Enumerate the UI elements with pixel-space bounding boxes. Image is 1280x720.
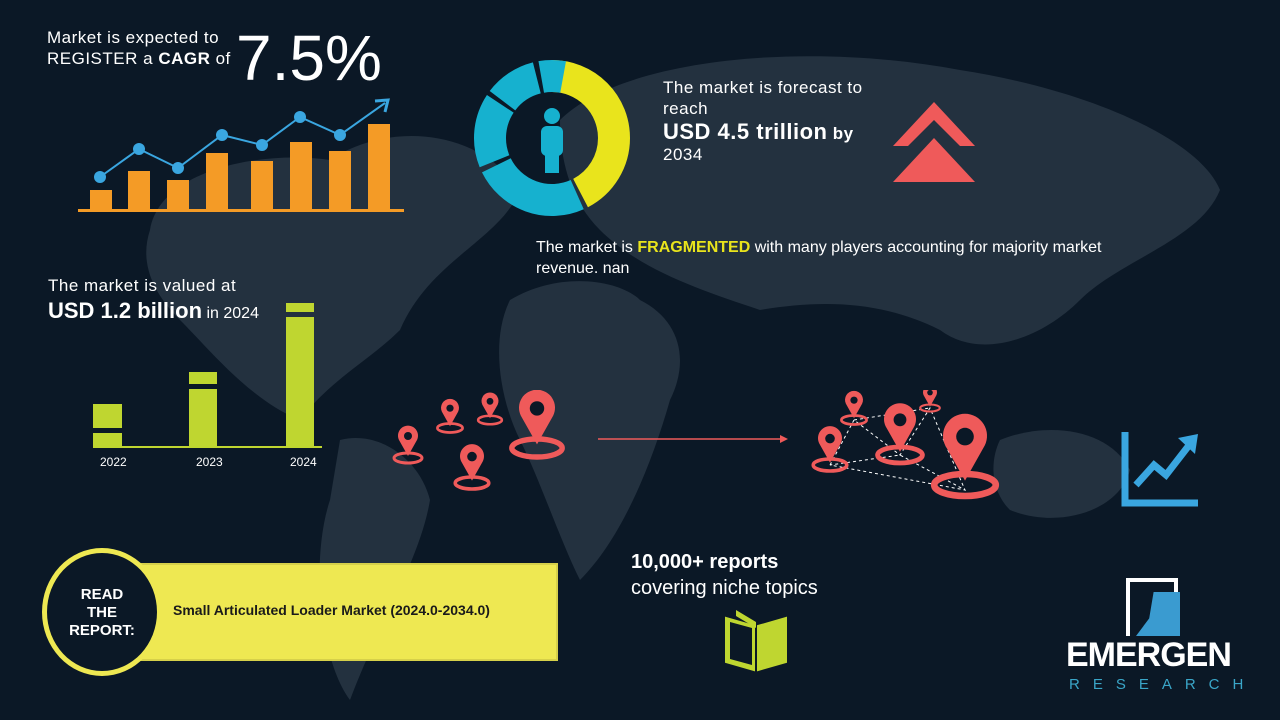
location-pin-icon [392,390,562,491]
forecast-year: 2034 [663,145,703,164]
cagr-line2: REGISTER a [47,49,159,68]
fragmented-highlight: FRAGMENTED [637,239,751,256]
bar [368,124,390,210]
bar [251,161,273,210]
valued-text: USD 1.2 billion in 2024 [48,298,259,324]
cagr-line1: Market is expected to [47,28,220,47]
reports-line2: covering niche topics [631,577,818,599]
double-chevron-up-icon [893,102,975,182]
growth-chart-icon [1121,432,1198,507]
valued-line1: The market is valued at [48,276,237,295]
bar [290,142,312,210]
cagr-value: 7.5% [236,22,382,94]
report-title-banner[interactable]: Small Articulated Loader Market (2024.0-… [140,563,558,661]
bar-label-2024: 2024 [290,455,317,469]
fragmented-post: with many players accounting for majorit… [750,239,1102,256]
forecast-line2: reach [663,99,709,118]
read-line1: READ [80,586,124,603]
valued-suffix: in 2024 [206,305,259,322]
read-line3: REPORT: [69,622,135,639]
line-bar-chart-icon [78,98,404,212]
cagr-text: Market is expected to REGISTER a CAGR of [47,27,231,69]
report-title[interactable]: Small Articulated Loader Market (2024.0-… [173,602,490,618]
reports-line1: 10,000+ reports [631,551,779,573]
donut-person-icon [474,60,630,216]
bar [329,151,351,210]
reports-text: 10,000+ reports covering niche topics [631,549,818,601]
fragmented-text: The market is FRAGMENTED with many playe… [536,237,1236,279]
cagr-of: of [210,49,231,68]
logo-name: EMERGEN [1066,636,1232,674]
bar [128,171,150,210]
location-pins-illustration [392,390,1020,505]
location-pin-icon [811,390,996,496]
cagr-label: CAGR [158,49,211,68]
open-book-icon [725,610,787,672]
bar-label-2022: 2022 [100,455,127,469]
valued-value: USD 1.2 billion [48,298,203,323]
forecast-line1: The market is forecast to [663,78,863,97]
fragmented-pre: The market is [536,239,638,256]
forecast-text: The market is forecast to reach USD 4.5 … [663,77,863,165]
bar-label-2023: 2023 [196,455,223,469]
forecast-by: by [832,124,854,143]
bar [90,190,112,210]
read-report-button[interactable]: READ THE REPORT: [42,548,162,676]
read-line2: THE [87,604,117,621]
emergen-logo: EMERGEN RESEARCH [1066,578,1243,698]
forecast-value: USD 4.5 trillion [663,119,828,144]
bar [206,153,228,210]
bar [167,180,189,210]
logo-sub: RESEARCH [1069,676,1257,693]
value-bars-icon [93,303,322,448]
fragmented-line2: revenue. nan [536,260,630,277]
